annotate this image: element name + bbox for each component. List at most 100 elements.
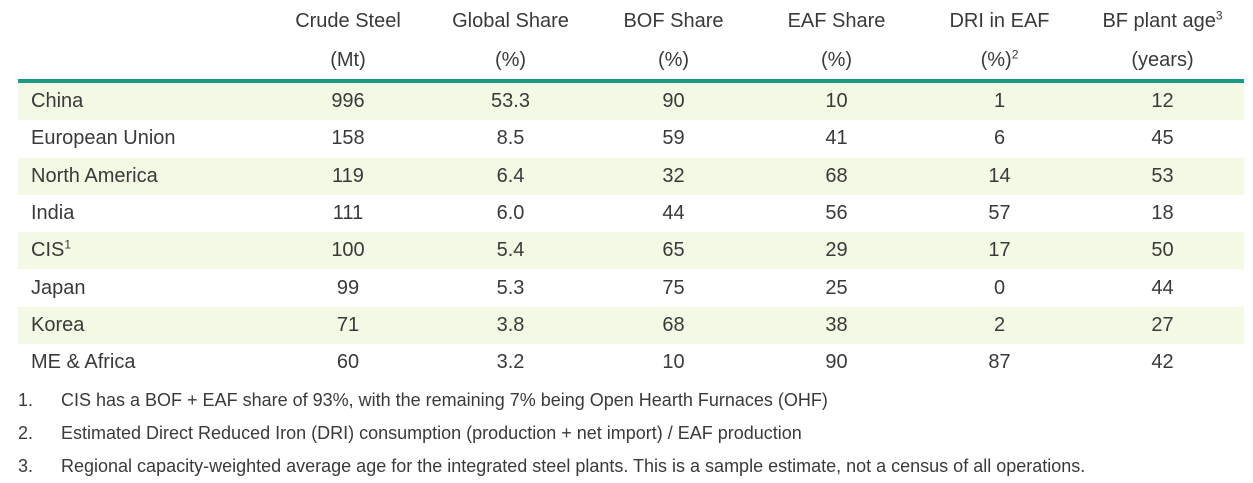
value-cell: 3.8 xyxy=(429,306,592,345)
header-eaf-share: EAF Share xyxy=(787,9,886,32)
region-label: European Union xyxy=(31,127,176,150)
value-cell: 12 xyxy=(1081,81,1244,121)
value-cell: 99 xyxy=(336,276,360,299)
value-cell: 42 xyxy=(1151,351,1174,374)
header-bof-share: BOF Share xyxy=(623,9,724,32)
value-cell: 111 xyxy=(332,202,364,225)
value-cell: 44 xyxy=(662,202,685,225)
value-cell: 27 xyxy=(1081,306,1244,345)
value-cell: 38 xyxy=(755,306,918,345)
value-cell: 996 xyxy=(267,81,429,121)
value-cell: 68 xyxy=(755,157,918,195)
region-label: Japan xyxy=(31,276,86,299)
value-cell: 2 xyxy=(918,306,1081,345)
unit-eaf-share: (%) xyxy=(755,42,918,83)
header-bf-plant-age: BF plant age3 xyxy=(1081,0,1244,42)
value-cell: 65 xyxy=(592,232,755,270)
steel-production-table: Crude Steel Global Share BOF Share EAF S… xyxy=(18,0,1244,381)
value-cell: 25 xyxy=(825,276,848,299)
footnote-item: 1. CIS has a BOF + EAF share of 93%, with… xyxy=(18,384,1238,417)
table-row: India 111 6.0 44 56 57 18 xyxy=(18,195,1244,232)
value-cell: 100 xyxy=(267,232,429,270)
value-cell: 6.4 xyxy=(429,157,592,195)
value-cell: 50 xyxy=(1081,232,1244,270)
value-cell: 119 xyxy=(267,157,429,195)
region-cell: Korea xyxy=(18,306,267,345)
footnote-text: Estimated Direct Reduced Iron (DRI) cons… xyxy=(61,423,802,443)
footnote-number: 3. xyxy=(18,456,34,476)
footnote-text: Regional capacity-weighted average age f… xyxy=(61,456,1086,476)
value-cell: 41 xyxy=(825,127,848,150)
table-row: Korea 71 3.8 68 38 2 27 xyxy=(18,306,1244,345)
footnote-item: 3. Regional capacity-weighted average age… xyxy=(18,450,1238,483)
header-corner xyxy=(18,0,267,42)
value-cell: 71 xyxy=(267,306,429,345)
unit-dri-in-eaf: (%)2 xyxy=(918,42,1081,83)
value-cell: 5.3 xyxy=(496,276,525,299)
value-cell: 10 xyxy=(662,351,685,374)
value-cell: 90 xyxy=(825,351,848,374)
region-cell: ME & Africa xyxy=(18,344,267,381)
footnote-ref-2: 2 xyxy=(1011,47,1019,62)
header-global-share: Global Share xyxy=(452,9,569,32)
value-cell: 90 xyxy=(592,81,755,121)
value-cell: 18 xyxy=(1151,202,1174,225)
table-row: CIS1 100 5.4 65 29 17 50 xyxy=(18,232,1244,270)
value-cell: 3.2 xyxy=(496,351,525,374)
region-cell: North America xyxy=(18,157,267,195)
value-cell: 1 xyxy=(918,81,1081,121)
unit-bof-share: (%) xyxy=(592,42,755,83)
table-header: Crude Steel Global Share BOF Share EAF S… xyxy=(18,0,1244,83)
value-cell: 0 xyxy=(993,276,1006,299)
unit-global-share: (%) xyxy=(429,42,592,83)
value-cell: 5.4 xyxy=(429,232,592,270)
value-cell: 59 xyxy=(662,127,685,150)
header-crude-steel: Crude Steel xyxy=(295,9,401,32)
value-cell: 44 xyxy=(1151,276,1174,299)
table-row: North America 119 6.4 32 68 14 53 xyxy=(18,157,1244,195)
footnote-number: 1. xyxy=(18,390,34,410)
region-label: CIS xyxy=(31,239,65,262)
unit-dri-in-eaf-label: (%) xyxy=(980,49,1012,71)
header-bf-plant-age-label: BF plant age xyxy=(1102,9,1216,32)
footnote-item: 2. Estimated Direct Reduced Iron (DRI) co… xyxy=(18,417,1238,450)
region-label: Korea xyxy=(31,313,85,336)
region-cell: European Union xyxy=(18,120,267,157)
value-cell: 57 xyxy=(988,202,1011,225)
value-cell: 60 xyxy=(336,351,360,374)
table-row: European Union 158 8.5 59 41 6 45 xyxy=(18,120,1244,157)
region-label: North America xyxy=(31,164,158,187)
value-cell: 158 xyxy=(331,127,365,150)
region-label: China xyxy=(31,90,84,113)
footnote-number: 2. xyxy=(18,423,34,443)
footnote-text: CIS has a BOF + EAF share of 93%, with t… xyxy=(61,390,828,410)
value-cell: 6.0 xyxy=(496,202,525,225)
region-label: India xyxy=(31,202,75,225)
region-cell: Japan xyxy=(18,269,267,306)
table-row: China 996 53.3 90 10 1 12 xyxy=(18,81,1244,121)
value-cell: 75 xyxy=(662,276,685,299)
value-cell: 29 xyxy=(755,232,918,270)
table-row: Japan 99 5.3 75 25 0 44 xyxy=(18,269,1244,306)
value-cell: 32 xyxy=(592,157,755,195)
value-cell: 68 xyxy=(592,306,755,345)
value-cell: 6 xyxy=(993,127,1006,150)
table-body: China 996 53.3 90 10 1 12 European Union 158 8.5 5… xyxy=(18,81,1244,381)
footnotes: 1. CIS has a BOF + EAF share of 93%, with… xyxy=(18,384,1238,483)
value-cell: 45 xyxy=(1151,127,1174,150)
table-row: ME & Africa 60 3.2 10 90 87 42 xyxy=(18,344,1244,381)
region-cell: CIS1 xyxy=(18,232,267,270)
value-cell: 17 xyxy=(918,232,1081,270)
footnote-ref: 1 xyxy=(64,237,72,252)
region-cell: China xyxy=(18,81,267,121)
region-label: ME & Africa xyxy=(31,351,136,374)
value-cell: 56 xyxy=(825,202,848,225)
header-corner-unit xyxy=(18,42,267,83)
unit-bf-plant-age: (years) xyxy=(1081,42,1244,83)
value-cell: 53 xyxy=(1081,157,1244,195)
value-cell: 14 xyxy=(918,157,1081,195)
value-cell: 10 xyxy=(755,81,918,121)
header-dri-in-eaf: DRI in EAF xyxy=(949,9,1050,32)
region-cell: India xyxy=(18,195,267,232)
